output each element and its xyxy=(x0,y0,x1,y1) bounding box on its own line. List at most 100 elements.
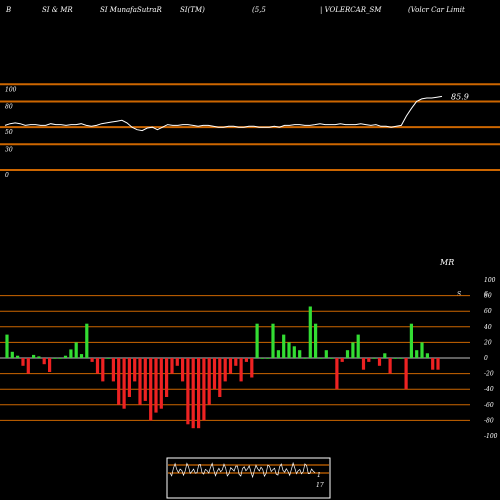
mrsi-bar xyxy=(298,350,302,358)
mrsi-bar xyxy=(106,358,110,359)
mini-panel: 117 xyxy=(166,457,331,499)
mrsi-bar xyxy=(356,334,360,358)
mrsi-bar xyxy=(26,358,30,374)
mrsi-bar xyxy=(53,358,57,359)
mrsi-bar xyxy=(266,358,270,359)
mrsi-bars xyxy=(5,306,440,429)
mrsi-bar xyxy=(303,358,307,359)
mrsi-bar xyxy=(212,358,217,390)
mini-tick-label-17: 17 xyxy=(316,482,324,489)
mrsi-bar xyxy=(186,358,190,425)
mrsi-bar xyxy=(330,358,334,359)
mrsi-bar xyxy=(404,358,408,390)
mrsi-bar xyxy=(436,358,440,370)
mrsi-bar xyxy=(117,358,121,405)
mrsi-bar xyxy=(282,334,286,358)
mrsi-bar xyxy=(234,358,238,366)
mrsi-tick-label-20: 20 xyxy=(483,339,492,346)
mrsi-bar xyxy=(271,323,275,358)
header-item-5: | VOLERCAR_SM xyxy=(320,6,382,14)
rsi-tick-label-0: 0 xyxy=(5,172,9,179)
mrsi-bar xyxy=(138,358,142,405)
header-item-3: SI(TM) xyxy=(180,6,205,14)
mrsi-bar xyxy=(367,358,371,362)
mrsi-bar xyxy=(244,358,248,362)
mrsi-bar xyxy=(287,342,291,358)
header-item-1: SI & MR xyxy=(42,6,73,14)
mrsi-bar xyxy=(181,358,185,382)
mrsi-bar xyxy=(239,358,243,382)
mrsi-bar xyxy=(154,358,158,413)
mrsi-bar xyxy=(21,358,25,366)
mrsi-bar xyxy=(202,358,206,421)
mrsi-tick-label--100: -100 xyxy=(484,433,498,440)
mrsi-tick-label-60: 60 xyxy=(484,308,492,315)
header-item-6: (Volcr Car Limit xyxy=(408,6,465,14)
mrsi-bar xyxy=(10,351,14,358)
mrsi-bar xyxy=(16,355,20,358)
mrsi-bar xyxy=(5,334,9,358)
mrsi-bar xyxy=(175,358,179,366)
mrsi-bar xyxy=(372,358,376,359)
mrsi-bar xyxy=(133,358,137,382)
mrsi-bar xyxy=(170,358,174,374)
mrsi-bar xyxy=(308,306,312,358)
mrsi-bar xyxy=(415,350,419,358)
mrsi-bar xyxy=(335,358,339,390)
rsi-series-line xyxy=(4,95,443,132)
mrsi-tick-label--40: -40 xyxy=(484,386,494,393)
mrsi-bar xyxy=(383,353,387,358)
mrsi-tick-label--20: -20 xyxy=(484,371,494,378)
mrsi-bar xyxy=(420,342,424,358)
mrsi-tick-label-100: 100 xyxy=(484,277,496,284)
mrsi-bar xyxy=(95,358,100,374)
mrsi-bar xyxy=(388,358,392,374)
mrsi-bar xyxy=(314,323,318,358)
mrsi-bar xyxy=(207,358,211,405)
rsi-tick-label-100: 100 xyxy=(5,86,17,93)
mrsi-bar xyxy=(149,358,153,421)
rsi-last-value-label: 85.9 xyxy=(451,92,469,101)
mrsi-bar xyxy=(351,342,355,358)
rsi-tick-label-80: 80 xyxy=(5,103,13,110)
mrsi-tick-label--80: -80 xyxy=(484,417,494,424)
mrsi-bar xyxy=(74,342,78,358)
mini-series-line xyxy=(169,461,316,479)
mrsi-bar xyxy=(250,358,254,378)
mrsi-bar xyxy=(159,358,163,409)
mrsi-bar xyxy=(101,358,105,382)
mini-tick-label-1: 1 xyxy=(317,472,321,479)
rsi-level-lines xyxy=(0,83,500,171)
mrsi-bar xyxy=(425,353,429,358)
rsi-tick-labels: 100 80 50 30 0 xyxy=(5,86,17,179)
mrsi-bar xyxy=(431,358,435,370)
mrsi-bar xyxy=(197,358,201,429)
rsi-tick-label-30: 30 xyxy=(5,146,13,153)
mrsi-bar xyxy=(345,350,350,358)
mrsi-last-label: 6. xyxy=(484,291,490,298)
header-item-4: (5,5 xyxy=(252,6,266,14)
mrsi-bar xyxy=(90,358,94,362)
mini-panel-frame xyxy=(166,457,331,499)
mrsi-panel-title: MR xyxy=(439,258,454,267)
mrsi-bar xyxy=(85,323,89,358)
header-item-2: SI MunafaSutraR xyxy=(100,6,163,14)
mrsi-bar xyxy=(324,350,328,358)
mrsi-bar xyxy=(79,354,84,358)
mrsi-panel-title-suffix: S xyxy=(457,291,461,298)
mrsi-bar xyxy=(292,346,296,358)
mrsi-bar xyxy=(42,358,46,365)
mrsi-bar xyxy=(191,358,195,429)
mrsi-bar xyxy=(319,358,323,359)
mrsi-bar xyxy=(260,358,264,359)
mrsi-bar xyxy=(255,323,259,358)
mrsi-tick-label--60: -60 xyxy=(484,402,494,409)
mrsi-tick-labels: 100 80 60 40 20 0 -20 -40 -60 -80 -100 xyxy=(483,277,498,440)
mrsi-bar xyxy=(409,323,413,358)
mrsi-bar xyxy=(361,358,366,370)
mrsi-bar xyxy=(276,350,280,358)
mrsi-bar xyxy=(223,358,227,382)
mrsi-bar xyxy=(32,354,36,358)
mrsi-bar xyxy=(58,358,62,359)
